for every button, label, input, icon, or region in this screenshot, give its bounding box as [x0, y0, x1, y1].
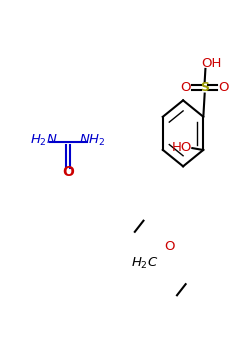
Text: O: O	[62, 164, 74, 178]
Text: $H_2C$: $H_2C$	[131, 256, 158, 271]
Text: HO: HO	[172, 141, 193, 154]
Text: O: O	[218, 81, 229, 94]
Text: OH: OH	[202, 56, 222, 70]
Text: S: S	[200, 81, 209, 94]
Text: O: O	[164, 240, 175, 253]
Text: $H_2N$: $H_2N$	[30, 133, 57, 148]
Text: $NH_2$: $NH_2$	[80, 133, 106, 148]
Text: O: O	[180, 81, 191, 94]
